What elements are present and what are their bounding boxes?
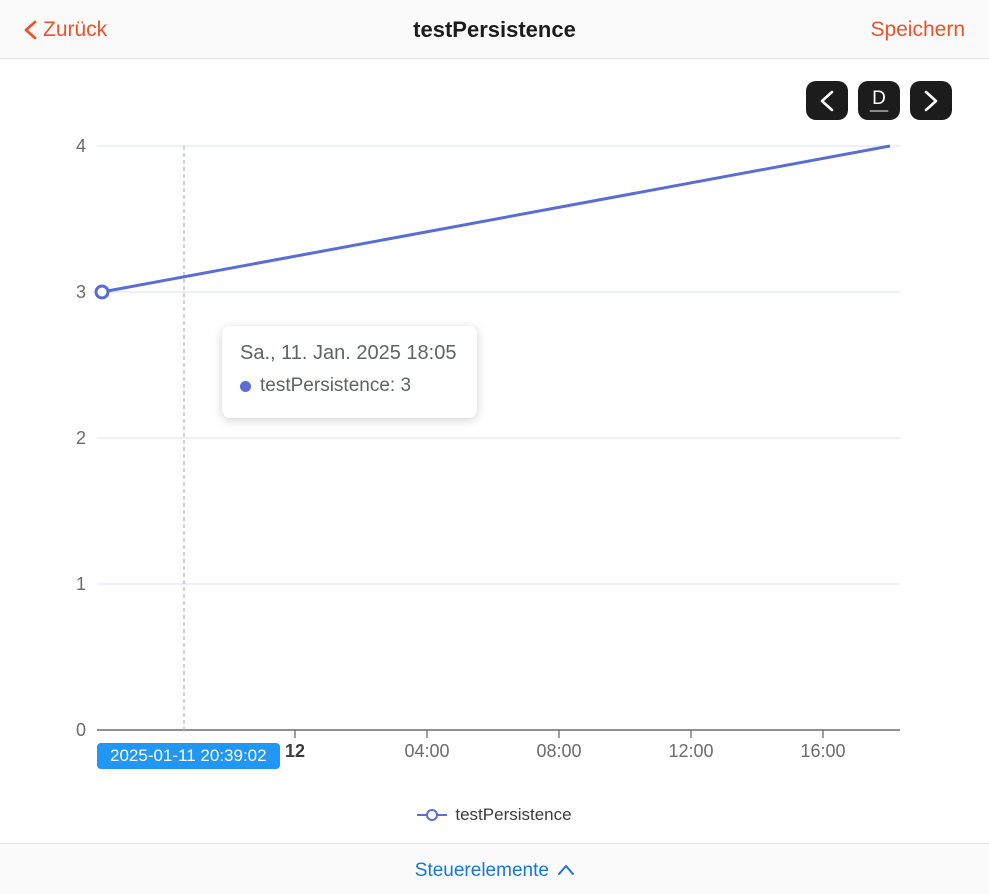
svg-text:12: 12: [285, 741, 305, 761]
svg-text:04:00: 04:00: [404, 741, 449, 761]
svg-text:4: 4: [76, 136, 86, 156]
svg-text:16:00: 16:00: [800, 741, 845, 761]
svg-text:0: 0: [76, 720, 86, 740]
svg-text:3: 3: [76, 282, 86, 302]
svg-text:1: 1: [76, 574, 86, 594]
svg-text:08:00: 08:00: [536, 741, 581, 761]
svg-text:2: 2: [76, 428, 86, 448]
svg-text:12:00: 12:00: [668, 741, 713, 761]
